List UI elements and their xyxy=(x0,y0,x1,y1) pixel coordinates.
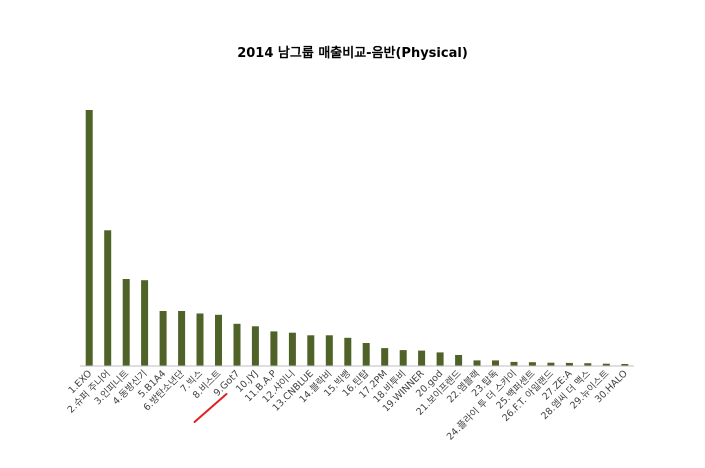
bar-19 xyxy=(418,350,426,366)
bar-1 xyxy=(85,110,93,366)
bar-6 xyxy=(178,311,186,366)
bar-24 xyxy=(510,361,518,366)
bar-20 xyxy=(436,352,444,366)
bar-13 xyxy=(307,335,315,366)
bar-7 xyxy=(196,313,204,366)
chart-title: 2014 남그룹 매출비교-음반(Physical) xyxy=(237,46,468,61)
bar-8 xyxy=(215,314,222,366)
bar-9 xyxy=(233,323,241,366)
annotations-group xyxy=(193,393,228,423)
bar-15 xyxy=(344,337,352,366)
bar-3 xyxy=(122,279,130,366)
bar-16 xyxy=(362,343,370,366)
bar-29 xyxy=(602,363,610,366)
bar-4 xyxy=(141,280,149,366)
bars-group xyxy=(85,110,629,366)
bar-2 xyxy=(104,230,112,366)
bar-25 xyxy=(528,362,536,366)
bar-12 xyxy=(288,332,296,366)
bar-10 xyxy=(251,326,259,366)
bar-14 xyxy=(325,335,333,366)
bar-27 xyxy=(565,362,573,366)
bar-28 xyxy=(584,363,592,366)
bar-5 xyxy=(159,311,167,366)
bar-18 xyxy=(399,350,407,366)
bar-30 xyxy=(621,364,629,366)
bar-17 xyxy=(381,348,389,366)
bar-23 xyxy=(492,360,499,366)
bar-21 xyxy=(455,355,463,366)
red-underline-annotation xyxy=(193,393,228,423)
bar-26 xyxy=(547,362,555,366)
bar-11 xyxy=(270,331,278,366)
bar-22 xyxy=(473,360,481,366)
